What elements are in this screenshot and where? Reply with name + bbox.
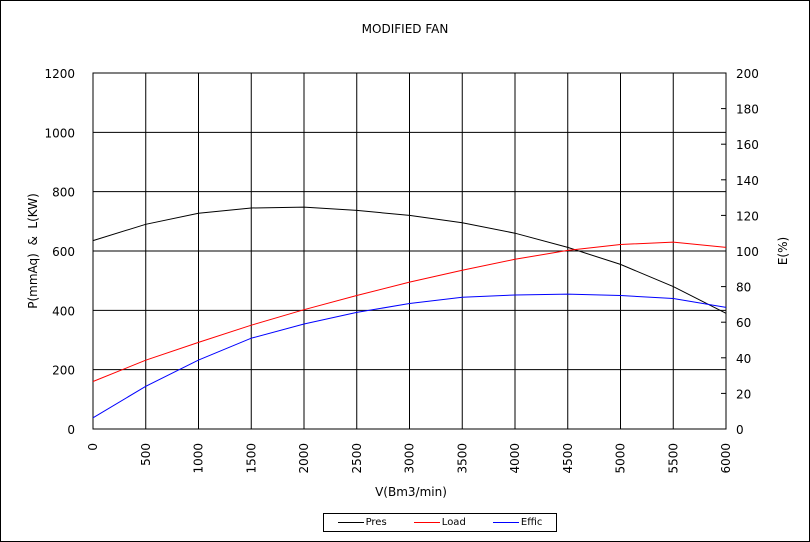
y2-tick-label: 160 <box>736 138 759 152</box>
legend-label: Pres <box>365 517 387 528</box>
x-tick-label: 2000 <box>297 443 311 474</box>
chart-title: MODIFIED FAN <box>362 22 449 36</box>
x-tick-label: 0 <box>86 443 100 451</box>
y-tick-label: 200 <box>52 364 75 378</box>
y-tick-label: 600 <box>52 245 75 259</box>
y-axis-label: P(mmAq) & L(KW) <box>26 193 40 309</box>
legend-label: Effic <box>520 517 543 528</box>
series-line-pres <box>92 206 727 314</box>
legend-item-load: Load <box>413 517 466 528</box>
y2-tick-label: 40 <box>736 352 751 366</box>
x-tick-label: 5500 <box>666 443 680 474</box>
y2-tick-label: 100 <box>736 245 759 259</box>
y2-tick-label: 200 <box>736 67 759 81</box>
x-tick-label: 500 <box>139 443 153 466</box>
series-line-load <box>92 241 727 382</box>
legend-swatch <box>337 522 364 523</box>
y-tick-label: 0 <box>67 423 75 437</box>
legend-item-effic: Effic <box>492 517 543 528</box>
legend-label: Load <box>441 517 466 528</box>
x-tick-label: 3500 <box>455 443 469 474</box>
series-lines <box>92 206 727 419</box>
y2-tick-label: 60 <box>736 316 751 330</box>
x-tick-label: 1500 <box>244 443 258 474</box>
y2-axis-label: E(%) <box>776 237 790 265</box>
plot-area-frame <box>92 72 727 430</box>
legend: Pres Load Effic <box>323 513 557 532</box>
y-tick-label: 1000 <box>44 126 75 140</box>
x-axis-label: V(Bm3/min) <box>375 485 447 499</box>
y2-tick-label: 120 <box>736 209 759 223</box>
x-tick-label: 4000 <box>508 443 522 474</box>
x-tick-label: 4500 <box>561 443 575 474</box>
x-tick-label: 2500 <box>350 443 364 474</box>
x-tick-label: 6000 <box>719 443 733 474</box>
x-tick-label: 1000 <box>192 443 206 474</box>
x-tick-label: 3000 <box>403 443 417 474</box>
y2-tick-label: 0 <box>736 423 744 437</box>
legend-swatch <box>492 522 519 523</box>
axes: 0 500 1000 1500 2000 2500 3000 3500 4000 4500 5000… <box>44 67 758 474</box>
legend-swatch <box>413 522 440 523</box>
y-tick-label: 400 <box>52 304 75 318</box>
series-line-effic <box>92 293 727 419</box>
y-tick-label: 1200 <box>44 67 75 81</box>
y2-tick-label: 20 <box>736 387 751 401</box>
legend-item-pres: Pres <box>337 517 387 528</box>
y2-tick-label: 180 <box>736 103 759 117</box>
x-tick-label: 5000 <box>614 443 628 474</box>
y2-tick-label: 140 <box>736 174 759 188</box>
grid <box>93 73 726 429</box>
y-tick-label: 800 <box>52 186 75 200</box>
y2-tick-label: 80 <box>736 281 751 295</box>
